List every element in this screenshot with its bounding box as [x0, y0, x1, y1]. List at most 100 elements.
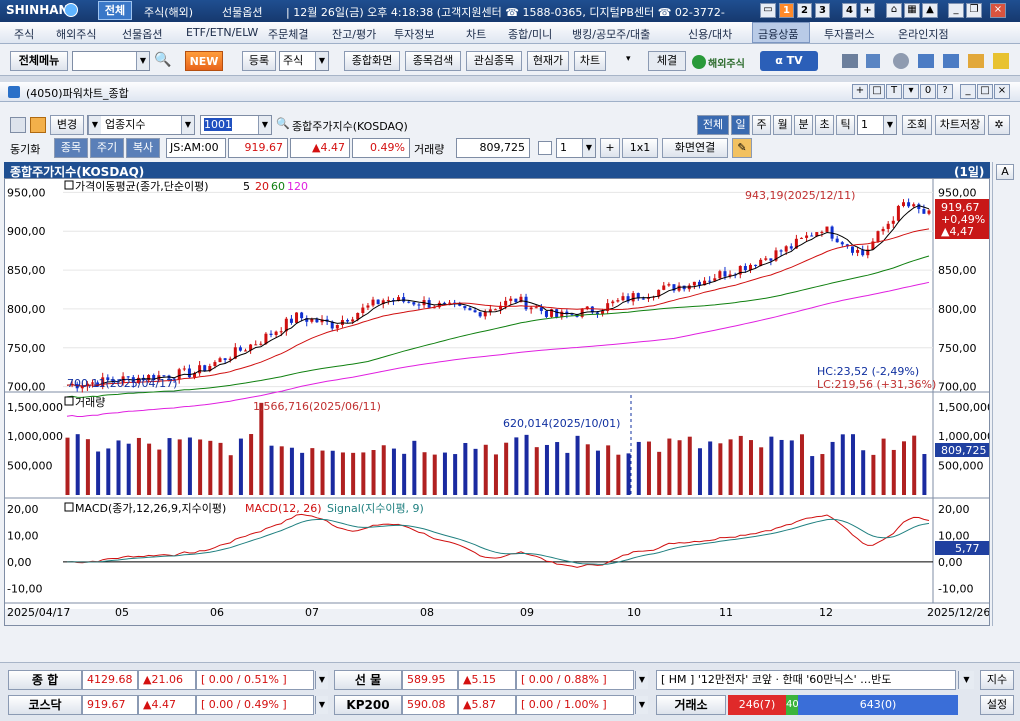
menu-futures-options[interactable]: 선물옵션 [122, 28, 163, 41]
window-add-icon[interactable]: + [852, 84, 868, 99]
news-ticker[interactable]: [ HM ] '12만전자' 코앞 · 한때 '60만닉스' …반도 [656, 670, 956, 690]
overseas-stock-label[interactable]: 해외주식 [708, 59, 745, 70]
calculator-icon[interactable] [866, 54, 880, 68]
gear-icon[interactable] [893, 53, 909, 69]
help-icon[interactable]: ? [937, 84, 953, 99]
gear-icon[interactable]: ✲ [988, 115, 1010, 135]
chevron-down-icon[interactable]: ▼ [315, 52, 328, 70]
chevron-down-icon[interactable]: ▼ [88, 116, 101, 134]
code-input[interactable]: 1001 [200, 115, 272, 135]
lock-icon[interactable] [993, 53, 1009, 69]
stock-search-button[interactable]: 종목검색 [405, 51, 461, 71]
settle-button[interactable]: 체결 [648, 51, 686, 71]
printer-icon[interactable] [842, 54, 858, 68]
menu-stock[interactable]: 주식 [14, 28, 35, 41]
home-icon[interactable]: ⌂ [886, 3, 902, 18]
chevron-down-icon[interactable]: ▼ [635, 696, 648, 714]
period-all-button[interactable]: 전체 [697, 115, 729, 135]
menu-invest-info[interactable]: 투자정보 [394, 28, 435, 41]
chevron-down-icon[interactable]: ▼ [958, 671, 974, 689]
more-chevron-icon[interactable]: ▾ [626, 54, 631, 64]
period-week-button[interactable]: 주 [752, 115, 771, 135]
menu-orders[interactable]: 주문체결 [268, 28, 309, 41]
chevron-down-icon[interactable]: ▼ [315, 696, 328, 714]
menu-online-branch[interactable]: 온라인지점 [898, 28, 949, 41]
chevron-down-icon[interactable]: ▼ [315, 671, 328, 689]
overview-button[interactable]: 종합화면 [344, 51, 400, 71]
current-price-button[interactable]: 현재가 [527, 51, 569, 71]
window-zero-icon[interactable]: 0 [920, 84, 936, 99]
window-pin-icon[interactable]: □ [869, 84, 885, 99]
window-minimize-icon[interactable]: _ [960, 84, 976, 99]
window-num-2[interactable]: 2 [797, 3, 812, 18]
chevron-down-icon[interactable]: ▼ [582, 139, 595, 157]
save-icon[interactable] [30, 117, 46, 133]
add-layout-button[interactable]: + [600, 138, 620, 158]
chart-area[interactable]: 950,00950,00900,00900,00850,00850,00800,… [4, 178, 990, 626]
menu-invest-plus[interactable]: 투자플러스 [824, 28, 875, 41]
menu-banking[interactable]: 뱅킹/공모주/대출 [572, 28, 651, 41]
query-button[interactable]: 조회 [902, 115, 932, 135]
save-chart-button[interactable]: 차트저장 [935, 115, 985, 135]
grid-button[interactable]: 1x1 [622, 138, 658, 158]
tab-copy[interactable]: 복사 [126, 138, 160, 158]
period-minute-button[interactable]: 분 [794, 115, 813, 135]
window-split-icon[interactable] [943, 54, 959, 68]
register-button[interactable]: 등록 [242, 51, 276, 71]
watchlist-button[interactable]: 관심종목 [466, 51, 522, 71]
category-select[interactable]: 업종지수 [87, 115, 195, 135]
chart-button[interactable]: 차트 [574, 51, 606, 71]
window-close-icon[interactable]: × [994, 84, 1010, 99]
chevron-down-icon[interactable]: ▼ [136, 52, 149, 70]
period-day-button[interactable]: 일 [731, 115, 750, 135]
period-month-button[interactable]: 월 [773, 115, 792, 135]
screen-link-button[interactable]: 화면연결 [662, 138, 728, 158]
search-icon[interactable]: 🔍 [276, 117, 290, 130]
all-tab[interactable]: 전체 [98, 1, 132, 20]
cursor-tool-icon[interactable]: A [996, 164, 1014, 180]
chevron-down-icon[interactable]: ▼ [883, 116, 896, 134]
all-menu-button[interactable]: 전체메뉴 [10, 51, 68, 71]
window-num-3[interactable]: 3 [815, 3, 830, 18]
menu-futures[interactable]: 선물옵션 [222, 6, 263, 19]
period-tick-button[interactable]: 틱 [836, 115, 855, 135]
change-button[interactable]: 변경 [50, 115, 84, 135]
chart-svg[interactable]: 950,00950,00900,00900,00850,00850,00800,… [5, 179, 989, 625]
chevron-down-icon[interactable]: ▼ [635, 671, 648, 689]
folder-icon[interactable] [968, 54, 984, 68]
minimize-icon[interactable]: _ [948, 3, 964, 18]
index-button[interactable]: 지수 [980, 670, 1014, 690]
close-icon[interactable]: × [990, 3, 1006, 18]
menu-mini[interactable]: 종합/미니 [508, 28, 553, 41]
menu-etf[interactable]: ETF/ETN/ELW [186, 26, 259, 39]
search-icon[interactable]: 🔍 [154, 52, 172, 68]
restore-icon[interactable]: ❐ [966, 3, 982, 18]
layout-toggle-icon[interactable] [10, 117, 26, 133]
grid-icon[interactable]: ▦ [904, 3, 920, 18]
menu-credit[interactable]: 신용/대차 [688, 28, 733, 41]
period-second-button[interactable]: 초 [815, 115, 834, 135]
tab-period[interactable]: 주기 [90, 138, 124, 158]
window-layout-icon[interactable] [918, 54, 934, 68]
menu-balance[interactable]: 잔고/평가 [332, 28, 377, 41]
tab-stock[interactable]: 종목 [54, 138, 88, 158]
menu-financial-products[interactable]: 금융상품 [758, 28, 799, 41]
alpha-tv-icon[interactable]: α TV [760, 51, 818, 71]
window-add[interactable]: + [860, 3, 875, 18]
menu-chart[interactable]: 차트 [466, 28, 487, 41]
monitor-icon[interactable]: ▭ [760, 3, 776, 18]
up-icon[interactable]: ▲ [922, 3, 938, 18]
settings-button[interactable]: 설정 [980, 695, 1014, 715]
chevron-down-icon[interactable]: ▼ [181, 116, 194, 134]
window-text-icon[interactable]: T [886, 84, 902, 99]
layout-checkbox[interactable] [538, 141, 552, 155]
chevron-down-icon[interactable]: ▼ [258, 116, 271, 134]
menu-search-input[interactable] [72, 51, 150, 71]
window-num-4[interactable]: 4 [842, 3, 857, 18]
new-button[interactable]: NEW [185, 51, 223, 71]
menu-overseas[interactable]: 해외주식 [56, 28, 97, 41]
window-num-1[interactable]: 1 [779, 3, 794, 18]
window-maximize-icon[interactable]: □ [977, 84, 993, 99]
window-reset-icon[interactable]: ▾ [903, 84, 919, 99]
menu-overseas-stock[interactable]: 주식(해외) [144, 6, 194, 19]
